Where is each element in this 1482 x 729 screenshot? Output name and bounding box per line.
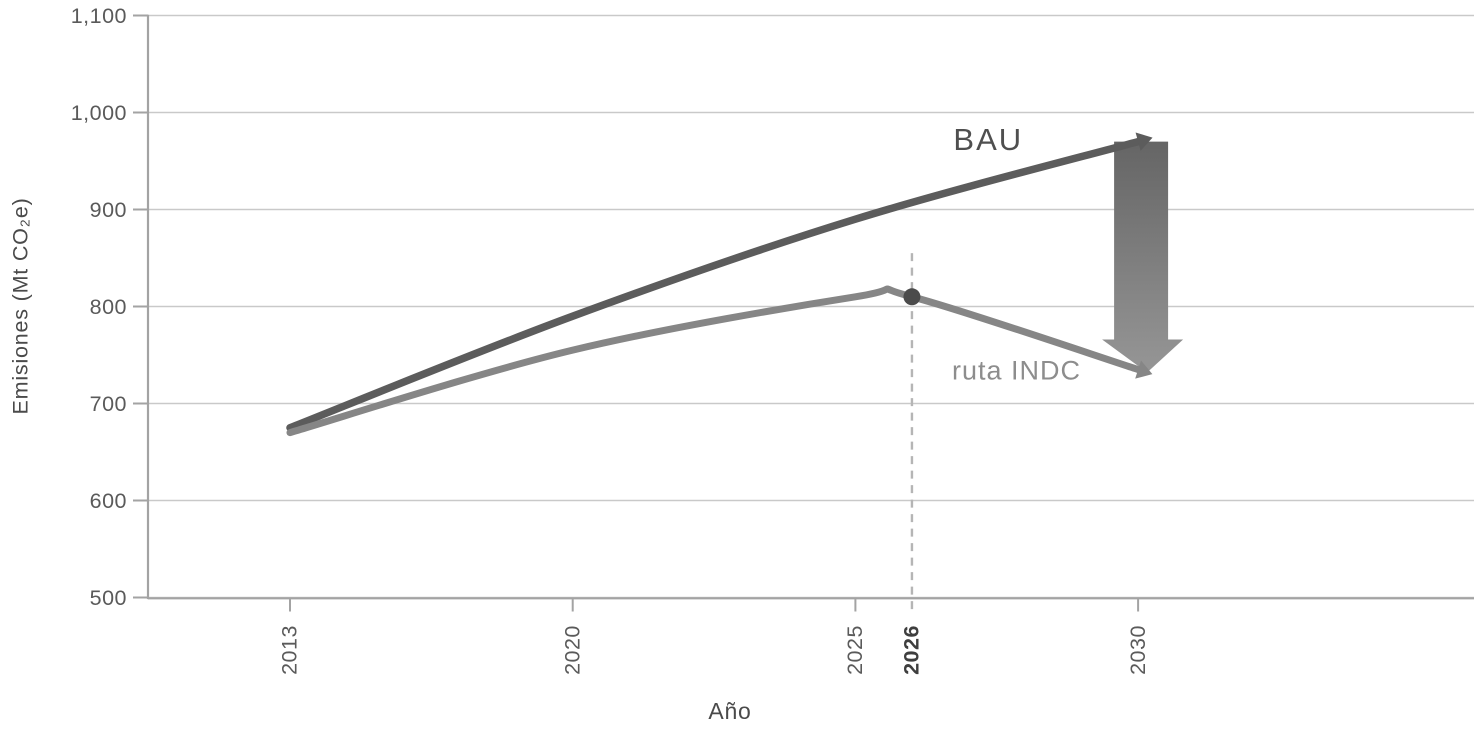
x-axis-title: Año: [708, 698, 751, 724]
reduction-gap-arrow: [1102, 141, 1184, 373]
x-tick-label-2020: 2020: [560, 625, 584, 675]
indc-2026-point: [903, 288, 921, 306]
y-axis-title: Emisiones (Mt CO₂e): [9, 197, 33, 414]
y-tick-label-900: 900: [90, 198, 127, 222]
y-tick-label-1100: 1,100: [71, 4, 127, 28]
y-tick-label-600: 600: [90, 489, 127, 513]
series-line-ruta-indc: [286, 285, 1142, 437]
y-tick-label-700: 700: [90, 392, 127, 416]
series-end-arrow-bau: [1135, 132, 1153, 151]
bau-series-label: BAU: [953, 122, 1023, 157]
y-tick-label-1000: 1,000: [71, 101, 127, 125]
x-tick-label-2013: 2013: [278, 625, 302, 675]
y-tick-label-800: 800: [90, 295, 127, 319]
x-tick-label-2026: 2026: [900, 625, 924, 675]
y-tick-label-500: 500: [90, 586, 127, 610]
series-line-bau: [286, 137, 1142, 432]
indc-series-label: ruta INDC: [952, 356, 1081, 386]
x-tick-label-2025: 2025: [843, 625, 867, 675]
x-tick-label-2030: 2030: [1126, 625, 1150, 675]
series-end-arrow-ruta-indc: [1135, 360, 1153, 379]
